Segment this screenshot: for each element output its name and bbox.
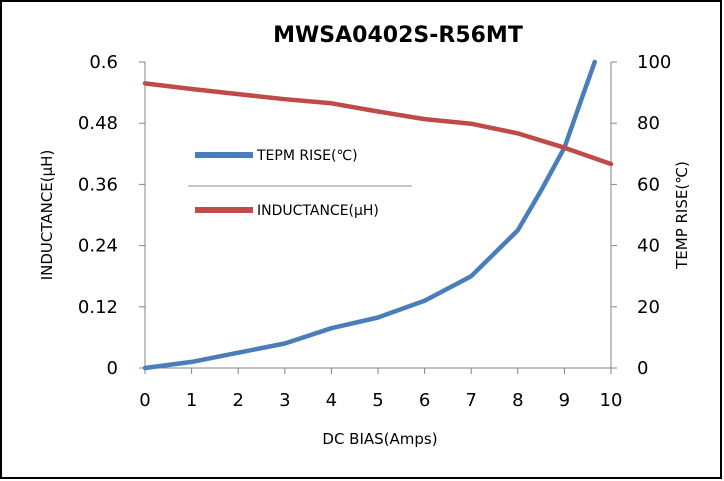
- x-tick-label: 2: [232, 390, 243, 411]
- x-tick-label: 0: [139, 390, 150, 411]
- series-line-inductance: [142, 81, 614, 167]
- legend-label-inductance: INDUCTANCE(μH): [257, 203, 379, 219]
- y-left-tick-label: 0.36: [78, 174, 118, 195]
- y-right-tick-label: 60: [637, 174, 660, 195]
- y-right-tick-label: 80: [637, 113, 660, 134]
- y-right-tick-label: 20: [637, 297, 660, 318]
- x-tick-label: 10: [600, 390, 623, 411]
- legend: TEPM RISE(℃) INDUCTANCE(μH): [188, 148, 412, 219]
- x-tick-label: 8: [512, 390, 523, 411]
- y-right-tick-label: 40: [637, 236, 660, 257]
- x-axis-label: DC BIAS(Amps): [322, 430, 437, 448]
- axes: [139, 61, 617, 374]
- series-group: [142, 59, 614, 371]
- x-tick-label: 3: [279, 390, 290, 411]
- y-left-tick-label: 0.48: [78, 113, 118, 134]
- y-right-tick-label: 0: [637, 358, 648, 379]
- x-tick-label: 7: [465, 390, 476, 411]
- y-left-tick-label: 0: [107, 358, 118, 379]
- x-tick-label: 6: [419, 390, 430, 411]
- y-left-tick-label: 0.24: [78, 236, 118, 257]
- y-left-tick-label: 0.6: [89, 52, 118, 73]
- y-left-tick-label: 0.12: [78, 297, 118, 318]
- y-axis-right-label: TEMP RISE(℃): [673, 161, 691, 270]
- legend-label-temp-rise: TEPM RISE(℃): [256, 148, 358, 164]
- tick-labels: 0 1 2 3 4 5 6 7 8 9 1000.120.240.360.480.602040608…: [78, 52, 671, 411]
- chart-title: MWSA0402S-R56MT: [273, 23, 523, 48]
- x-tick-label: 4: [326, 390, 337, 411]
- x-tick-label: 5: [372, 390, 383, 411]
- x-tick-label: 9: [559, 390, 570, 411]
- y-axis-left-label: INDUCTANCE(μH): [38, 150, 56, 281]
- y-right-tick-label: 100: [637, 52, 671, 73]
- x-tick-label: 1: [186, 390, 197, 411]
